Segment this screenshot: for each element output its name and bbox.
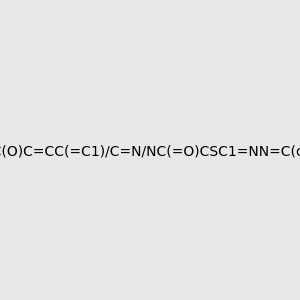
- Text: CCOC1=C(O)C=CC(=C1)/C=N/NC(=O)CSC1=NN=C(c2ccccc2)N: CCOC1=C(O)C=CC(=C1)/C=N/NC(=O)CSC1=NN=C(…: [0, 145, 300, 158]
